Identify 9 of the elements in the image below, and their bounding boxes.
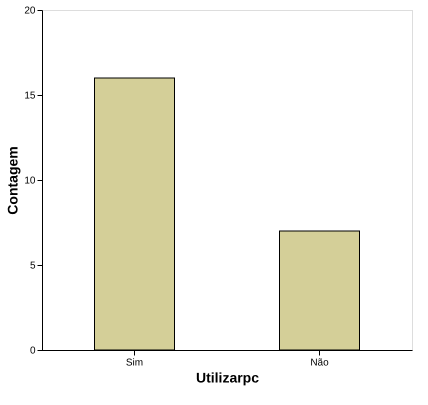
x-tick-label: Sim — [126, 358, 144, 368]
x-axis-title: Utilizarpc — [196, 370, 260, 386]
y-tick-label: 0 — [30, 346, 36, 356]
y-tick-label: 5 — [30, 260, 36, 272]
x-tick-label: Não — [310, 358, 330, 368]
y-tick-label: 15 — [24, 90, 36, 102]
y-tick-label: 20 — [24, 6, 36, 16]
y-tick-label: 10 — [24, 176, 36, 186]
y-axis-title: Contagem — [4, 146, 20, 215]
